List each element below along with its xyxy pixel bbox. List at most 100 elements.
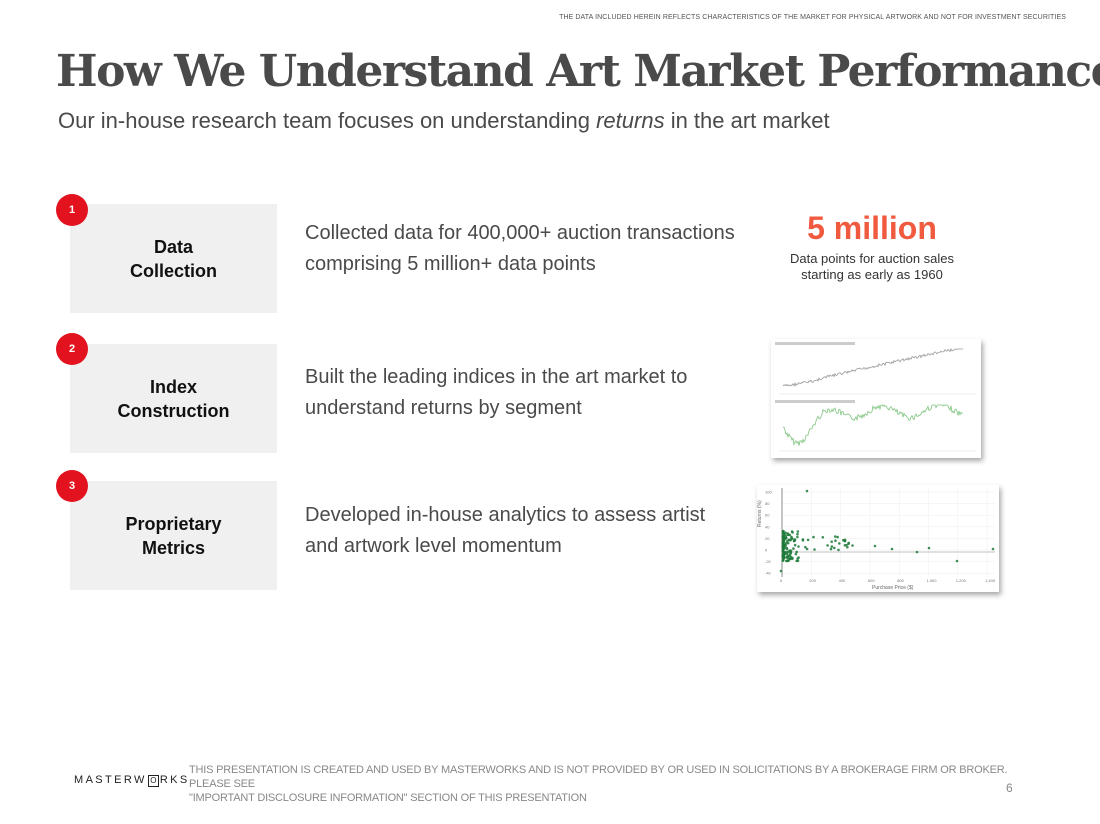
scatter-point — [794, 552, 798, 556]
scatter-point — [955, 559, 959, 563]
scatter-point — [779, 569, 783, 573]
stat-value: 5 million — [807, 210, 937, 246]
scatter-x-tick-label: 200 — [809, 578, 816, 583]
scatter-point — [785, 540, 789, 543]
scatter-point — [873, 544, 877, 548]
step-desc-line2: and artwork level momentum — [305, 535, 562, 557]
scatter-point — [785, 559, 788, 563]
index-chart-image — [775, 342, 976, 452]
scatter-point — [796, 557, 799, 560]
scatter-point — [781, 531, 785, 534]
top-disclaimer: THE DATA INCLUDED HEREIN REFLECTS CHARAC… — [559, 14, 1066, 21]
step-number-badge: 3 — [56, 470, 88, 502]
step-number-badge: 1 — [56, 194, 88, 226]
step-desc-line1: Built the leading indices in the art mar… — [305, 366, 688, 388]
scatter-point — [788, 549, 792, 552]
scatter-point — [813, 548, 816, 551]
scatter-point — [836, 535, 839, 539]
scatter-point — [805, 547, 809, 551]
scatter-point — [788, 554, 791, 558]
footer-disclaimer-line2: "IMPORTANT DISCLOSURE INFORMATION" SECTI… — [189, 792, 587, 804]
scatter-y-tick-label: 80 — [765, 501, 770, 506]
scatter-point — [846, 546, 849, 549]
footer-disclaimer-line1: THIS PRESENTATION IS CREATED AND USED BY… — [189, 764, 1008, 790]
scatter-point — [796, 530, 800, 533]
step-box-index-construction: Index Construction — [70, 344, 277, 453]
scatter-point — [915, 550, 919, 554]
scatter-point — [782, 551, 786, 555]
scatter-y-tick-label: 40 — [765, 524, 770, 529]
stat-caption-line1: Data points for auction sales — [789, 251, 955, 266]
step-description: Developed in-house analytics to assess a… — [305, 500, 765, 562]
step-description: Collected data for 400,000+ auction tran… — [305, 218, 765, 280]
step-label-line2: Metrics — [141, 537, 205, 558]
scatter-point — [796, 535, 799, 539]
scatter-point — [812, 535, 815, 539]
scatter-y-tick-label: 20 — [765, 536, 770, 541]
step-box-proprietary-metrics: Proprietary Metrics — [70, 481, 277, 590]
scatter-point — [991, 547, 995, 551]
scatter-point — [784, 537, 788, 540]
scatter-point — [782, 547, 785, 551]
step-desc-line1: Developed in-house analytics to assess a… — [305, 504, 706, 526]
scatter-point — [792, 547, 795, 550]
scatter-point — [790, 557, 794, 561]
scatter-x-axis-label: Purchase Price ($) — [872, 585, 914, 591]
scatter-x-tick-label: 0 — [780, 578, 783, 583]
scatter-point — [796, 532, 799, 536]
scatter-point — [804, 545, 807, 549]
subtitle-emphasis: returns — [596, 108, 665, 133]
logo-boxed-o: O — [147, 775, 159, 787]
scatter-point — [782, 556, 786, 559]
scatter-point — [834, 539, 837, 542]
scatter-point — [790, 535, 793, 539]
scatter-point — [833, 546, 836, 550]
step-description: Built the leading indices in the art mar… — [305, 362, 765, 424]
scatter-x-tick-label: 1,200 — [956, 578, 967, 583]
step-number-badge: 2 — [56, 333, 88, 365]
scatter-x-tick-label: 1,000 — [927, 578, 938, 583]
scatter-point — [797, 545, 800, 548]
scatter-point — [821, 536, 825, 539]
subtitle-text-end: in the art market — [664, 108, 830, 133]
index-chart-thumbnail — [771, 339, 981, 458]
scatter-point — [796, 559, 800, 563]
subtitle-text-start: Our in-house research team focuses on un… — [58, 108, 597, 133]
scatter-point — [781, 535, 785, 538]
scatter-point — [805, 489, 809, 493]
scatter-point — [830, 545, 834, 548]
step-label-line1: Proprietary — [125, 513, 222, 534]
logo-text-start: MASTERW — [74, 774, 147, 786]
scatter-point — [927, 546, 931, 550]
step-label-line2: Collection — [129, 260, 217, 281]
scatter-y-tick-label: 0 — [765, 548, 768, 553]
scatter-y-axis-label: Returns (%) — [757, 500, 763, 527]
scatter-point — [833, 535, 837, 538]
step-desc-line2: comprising 5 million+ data points — [305, 253, 596, 275]
page-title: How We Understand Art Market Performance — [56, 46, 1100, 97]
scatter-point — [801, 538, 805, 541]
step-box-data-collection: Data Collection — [70, 204, 277, 313]
scatter-point — [795, 550, 798, 554]
scatter-point — [806, 538, 810, 542]
scatter-point — [789, 551, 793, 554]
scatter-x-tick-label: 600 — [868, 578, 875, 583]
scatter-point — [851, 544, 854, 547]
scatter-chart-image: Returns (%) Purchase Price ($) 100 80 60 40… — [757, 488, 996, 591]
scatter-point — [847, 542, 850, 546]
scatter-point — [845, 543, 848, 547]
scatter-point — [829, 547, 833, 551]
logo-text-end: RKS — [159, 774, 190, 786]
step-label-line1: Data — [153, 236, 193, 257]
masterworks-logo: MASTERW O RKS — [74, 774, 190, 787]
stat-caption: Data points for auction sales starting a… — [772, 251, 972, 283]
scatter-point — [826, 544, 829, 547]
scatter-point — [786, 556, 790, 560]
scatter-x-tick-label: 1,400 — [985, 578, 996, 583]
scatter-y-tick-label: -20 — [765, 559, 772, 564]
page-subtitle: Our in-house research team focuses on un… — [58, 108, 830, 134]
step-label-line2: Construction — [117, 400, 230, 421]
scatter-x-tick-label: 400 — [839, 578, 846, 583]
scatter-point — [786, 533, 789, 537]
scatter-point — [890, 547, 894, 551]
